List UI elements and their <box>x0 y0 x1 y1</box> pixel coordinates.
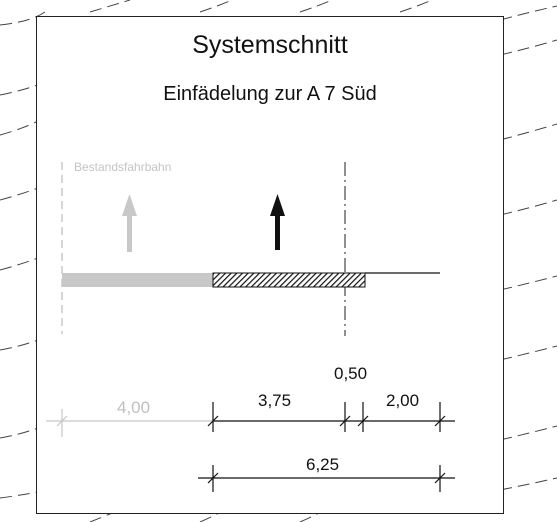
dimension-label-new-lane: 3,75 <box>258 391 292 410</box>
dimension-label-existing: 4,00 <box>117 398 151 417</box>
existing-direction-arrow <box>122 194 137 252</box>
dimension-label-median: 0,50 <box>334 364 368 383</box>
dimension-row-2 <box>198 465 455 492</box>
diagram-title: Systemschnitt <box>192 31 348 59</box>
existing-lane-label: Bestandsfahrbahn <box>74 160 172 174</box>
new-direction-arrow <box>270 194 285 250</box>
existing-pavement <box>62 273 213 287</box>
section-panel <box>36 16 504 514</box>
dimension-label-total: 6,25 <box>306 455 340 474</box>
dimension-label-shoulder: 2,00 <box>386 391 420 410</box>
dimension-row-1 <box>207 402 455 432</box>
new-pavement <box>212 272 366 288</box>
diagram-subtitle: Einfädelung zur A 7 Süd <box>163 83 377 105</box>
dimension-existing <box>46 409 213 437</box>
